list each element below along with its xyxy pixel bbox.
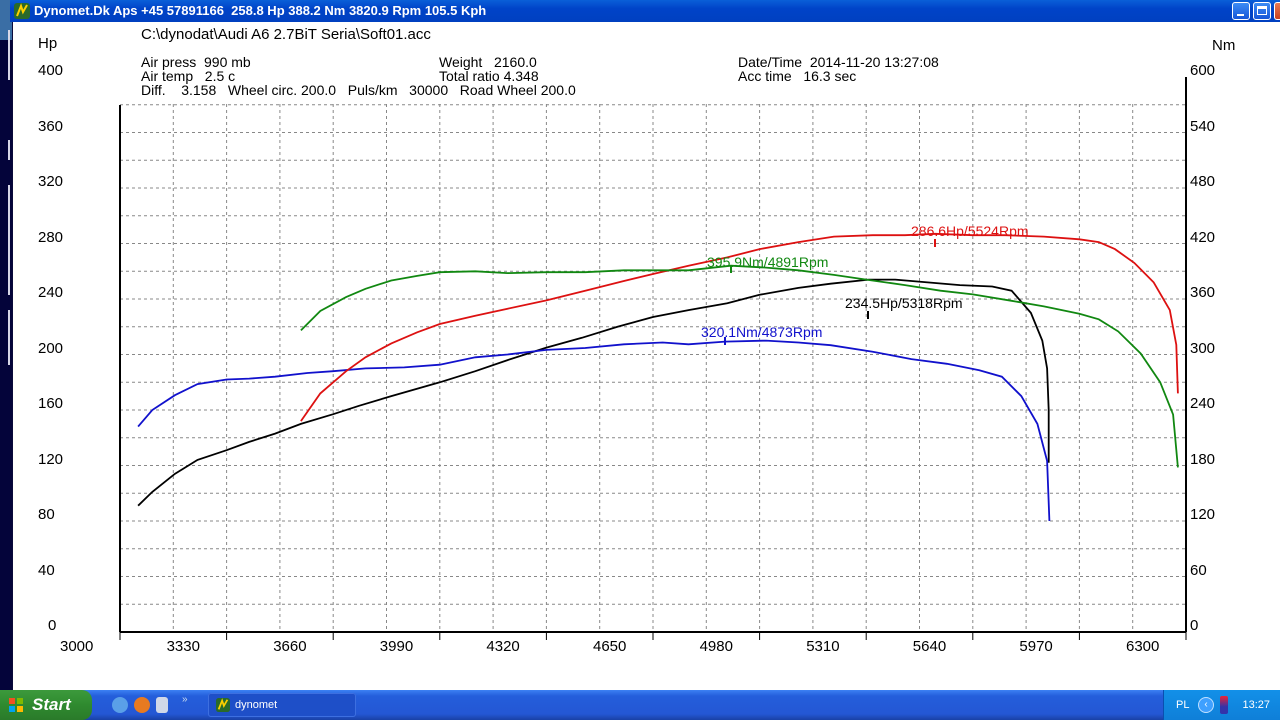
y-right-tick-label: 60 (1190, 561, 1207, 579)
maximize-icon (1257, 6, 1267, 15)
y-right-tick-label: 360 (1190, 284, 1216, 301)
background-window (0, 0, 12, 690)
quicklaunch-overflow-icon[interactable]: » (182, 694, 188, 705)
air-temp: Air temp 2.5 c (141, 68, 236, 84)
x-tick-label: 3000 (60, 638, 94, 655)
peak-annotation: 320.1Nm/4873Rpm (701, 324, 822, 340)
peak-annotation: 234.5Hp/5318Rpm (845, 295, 963, 311)
quicklaunch-firefox-icon[interactable] (134, 697, 150, 713)
peak-annotation: 395.9Nm/4891Rpm (707, 254, 828, 270)
series-line (300, 232, 1179, 422)
x-tick-label: 5970 (1019, 638, 1053, 655)
x-tick-label: 4980 (699, 638, 733, 655)
total-ratio: Total ratio 4.348 (439, 68, 539, 84)
weight: Weight 2160.0 (439, 54, 537, 70)
y-right-unit: Nm (1212, 37, 1236, 54)
y-right-tick-label: 120 (1190, 506, 1216, 523)
peak-annotation: 286.6Hp/5524Rpm (911, 223, 1029, 239)
file-path: C:\dynodat\Audi A6 2.7BiT Seria\Soft01.a… (141, 26, 431, 43)
y-left-tick-label: 80 (38, 506, 55, 523)
y-left-tick-label: 40 (38, 561, 55, 579)
series-line (300, 264, 1179, 468)
y-left-tick-label: 320 (38, 173, 64, 190)
y-right-tick-label: 420 (1190, 228, 1216, 246)
date-time: Date/Time 2014-11-20 13:27:08 (738, 54, 939, 70)
language-indicator[interactable]: PL (1176, 699, 1190, 711)
task-label: dynomet (235, 699, 278, 711)
y-left-tick-label: 400 (38, 62, 64, 79)
air-press: Air press 990 mb (141, 54, 251, 70)
series-line (137, 339, 1051, 522)
x-tick-label: 5310 (806, 638, 840, 655)
clock: 13:27 (1242, 699, 1270, 711)
y-left-tick-label: 360 (38, 117, 64, 135)
taskbar-item-dynomet[interactable]: dynomet (208, 693, 356, 717)
windows-logo-icon (9, 698, 23, 712)
show-hidden-icons-button[interactable]: ‹ (1198, 697, 1214, 713)
y-left-tick-label: 200 (38, 339, 64, 357)
y-left-tick-label: 280 (38, 228, 64, 246)
y-left-tick-label: 120 (38, 450, 64, 468)
y-left-tick-label: 0 (48, 617, 57, 634)
maximize-button[interactable] (1253, 2, 1271, 20)
title-bar[interactable]: Dynomet.Dk Aps +45 57891166 258.8 Hp 388… (10, 0, 1280, 22)
y-left-tick-label: 240 (38, 284, 64, 301)
tray-app-icon[interactable] (1220, 696, 1228, 714)
dynomet-app-icon (216, 698, 230, 712)
minimize-icon (1237, 14, 1244, 16)
x-tick-label: 5640 (912, 638, 947, 655)
dynomet-app-icon (14, 3, 30, 19)
y-right-tick-label: 240 (1190, 395, 1216, 412)
dyno-window-client (13, 22, 1280, 690)
y-left-tick-label: 160 (38, 395, 64, 412)
diff-line: Diff. 3.158 Wheel circ. 200.0 Puls/km 30… (141, 82, 576, 98)
quicklaunch-ie-icon[interactable] (112, 697, 128, 713)
window-title: Dynomet.Dk Aps +45 57891166 258.8 Hp 388… (34, 3, 487, 18)
dyno-chart: 286.6Hp/5524Rpm 395.9Nm/4891Rpm 234.5Hp/53… (119, 77, 1187, 640)
y-right-tick-label: 0 (1190, 617, 1199, 634)
x-tick-label: 4650 (593, 638, 627, 655)
minimize-button[interactable] (1232, 2, 1250, 20)
y-right-tick-label: 180 (1190, 450, 1216, 468)
system-tray: PL ‹ 13:27 (1163, 690, 1280, 720)
x-tick-label: 4320 (486, 638, 520, 655)
taskbar: Start » dynomet PL ‹ 13:27 (0, 690, 1280, 720)
x-tick-label: 3330 (166, 638, 200, 655)
close-button[interactable] (1274, 2, 1280, 20)
series-line (137, 278, 1050, 507)
start-label: Start (32, 695, 71, 714)
x-tick-label: 3990 (379, 638, 414, 655)
x-tick-label: 6300 (1126, 638, 1160, 655)
acc-time: Acc time 16.3 sec (738, 68, 857, 84)
start-button[interactable]: Start (0, 690, 92, 720)
y-left-unit: Hp (38, 35, 58, 52)
y-right-tick-label: 480 (1190, 173, 1216, 190)
y-right-tick-label: 600 (1190, 62, 1216, 79)
x-tick-label: 3660 (273, 638, 307, 655)
y-right-tick-label: 540 (1190, 117, 1216, 135)
quicklaunch-calculator-icon[interactable] (156, 697, 168, 713)
y-right-tick-label: 300 (1190, 339, 1216, 357)
